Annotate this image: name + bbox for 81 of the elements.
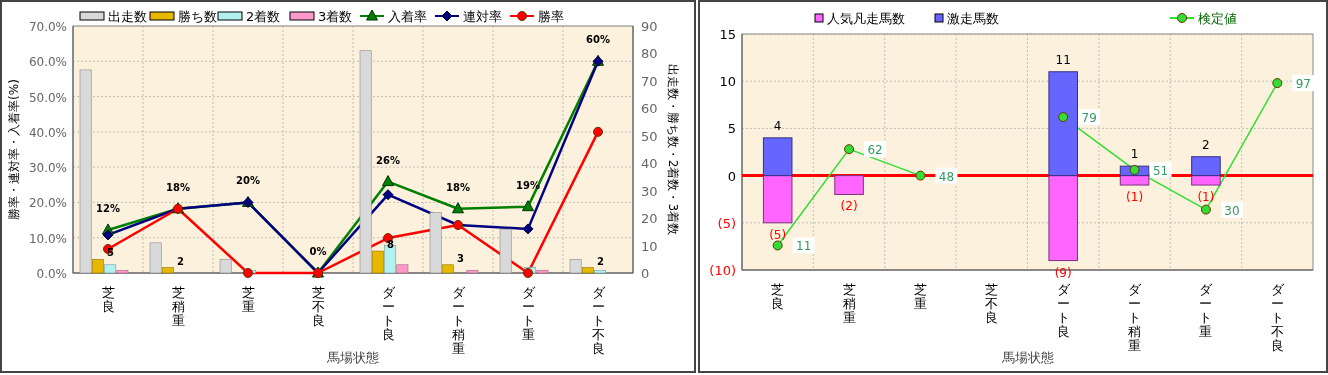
x-tick-label: 芝稍重 bbox=[842, 282, 856, 325]
data-label: 4 bbox=[773, 118, 782, 133]
x-tick-label: 芝良 bbox=[101, 285, 115, 314]
legend-label: 3着数 bbox=[318, 9, 353, 24]
y2-tick-label: 60 bbox=[641, 101, 658, 117]
legend-label: 連対率 bbox=[463, 9, 502, 24]
data-label: 60% bbox=[586, 34, 610, 46]
y-tick-label: 10.0% bbox=[28, 231, 67, 246]
data-label: 79 bbox=[1081, 111, 1097, 126]
data-label: 30 bbox=[1224, 203, 1240, 218]
y2-tick-label: 40 bbox=[641, 156, 658, 172]
x-tick-label: 芝不良 bbox=[985, 282, 999, 325]
x-tick-label: ダート稍重 bbox=[451, 285, 466, 356]
x-tick-label: ダート不良 bbox=[1270, 282, 1285, 353]
data-label: 26% bbox=[376, 154, 400, 166]
y2-tick-label: 80 bbox=[641, 46, 658, 62]
x-tick-label: ダート良 bbox=[1056, 282, 1071, 339]
y2-axis-title: 出走数・勝ち数・2着数・3着数 bbox=[666, 63, 680, 236]
legend-label: 人気凡走馬数 bbox=[827, 11, 905, 26]
data-label: 11 bbox=[1055, 52, 1071, 67]
data-label: 12% bbox=[96, 202, 120, 214]
x-tick-label: 芝重 bbox=[241, 285, 255, 314]
data-label: (1) bbox=[1126, 190, 1144, 205]
x-tick-label: 芝良 bbox=[771, 282, 785, 311]
data-label: 20% bbox=[236, 175, 260, 187]
y-tick-label: 20.0% bbox=[28, 196, 67, 211]
data-label: 18% bbox=[166, 181, 190, 193]
legend-label: 入着率 bbox=[388, 9, 427, 24]
x-axis-title: 馬場状態 bbox=[326, 350, 379, 365]
data-label: 3 bbox=[457, 252, 465, 264]
data-label: 2 bbox=[177, 255, 185, 267]
x-axis-title: 馬場状態 bbox=[1000, 350, 1054, 365]
data-label: 8 bbox=[387, 239, 395, 251]
y-axis-title: 勝率・連対率・入着率(%) bbox=[7, 79, 21, 220]
x-tick-label: 芝稍重 bbox=[171, 285, 185, 328]
y2-tick-label: 10 bbox=[641, 238, 658, 254]
y-tick-label: 50.0% bbox=[28, 90, 67, 105]
data-label: 48 bbox=[938, 169, 955, 184]
y2-tick-label: 20 bbox=[641, 211, 658, 227]
data-label: 1 bbox=[1130, 147, 1139, 162]
legend-label: 検定値 bbox=[1198, 11, 1237, 26]
x-tick-label: 芝重 bbox=[913, 282, 927, 311]
data-label: 51 bbox=[1152, 163, 1169, 178]
legend-label: 勝ち数 bbox=[178, 9, 217, 24]
data-label: 18% bbox=[446, 181, 470, 193]
y2-tick-label: 0 bbox=[641, 266, 650, 281]
data-label: 11 bbox=[796, 239, 812, 254]
legend-label: 勝率 bbox=[538, 9, 564, 24]
y-tick-label: 5 bbox=[727, 121, 736, 137]
y2-tick-label: 50 bbox=[641, 128, 658, 144]
x-tick-label: ダート良 bbox=[381, 285, 396, 342]
x-tick-label: ダート重 bbox=[521, 285, 536, 342]
y-tick-label: 15 bbox=[719, 27, 736, 42]
y-tick-label: 60.0% bbox=[28, 55, 67, 70]
y-tick-label: (5) bbox=[717, 215, 736, 231]
legend-label: 2着数 bbox=[246, 9, 281, 24]
data-label: 2 bbox=[1202, 137, 1210, 152]
y2-tick-label: 70 bbox=[641, 73, 658, 89]
y-tick-label: 10 bbox=[719, 74, 736, 90]
data-label: 97 bbox=[1295, 77, 1311, 92]
data-label: 2 bbox=[597, 255, 605, 267]
y2-tick-label: 30 bbox=[641, 183, 658, 199]
y-tick-label: 70.0% bbox=[28, 20, 67, 34]
x-tick-label: ダート重 bbox=[1199, 282, 1214, 339]
y-tick-label: (10) bbox=[709, 263, 736, 278]
data-label: (1) bbox=[1197, 190, 1215, 205]
data-label: 0% bbox=[309, 246, 327, 257]
x-tick-label: ダート不良 bbox=[591, 285, 606, 356]
y-tick-label: 30.0% bbox=[28, 161, 67, 176]
legend-label: 出走数 bbox=[108, 9, 147, 24]
data-label: 62 bbox=[867, 143, 883, 158]
data-label: (5) bbox=[769, 227, 787, 242]
legend-label: 激走馬数 bbox=[947, 11, 999, 26]
y-tick-label: 0.0% bbox=[36, 267, 67, 281]
x-tick-label: ダート稍重 bbox=[1128, 282, 1143, 353]
data-label: (2) bbox=[840, 199, 858, 214]
data-label: (9) bbox=[1054, 265, 1072, 280]
y-tick-label: 0 bbox=[727, 168, 736, 184]
y2-tick-label: 90 bbox=[641, 19, 658, 34]
y-tick-label: 40.0% bbox=[28, 125, 67, 140]
x-tick-label: 芝不良 bbox=[311, 285, 325, 328]
